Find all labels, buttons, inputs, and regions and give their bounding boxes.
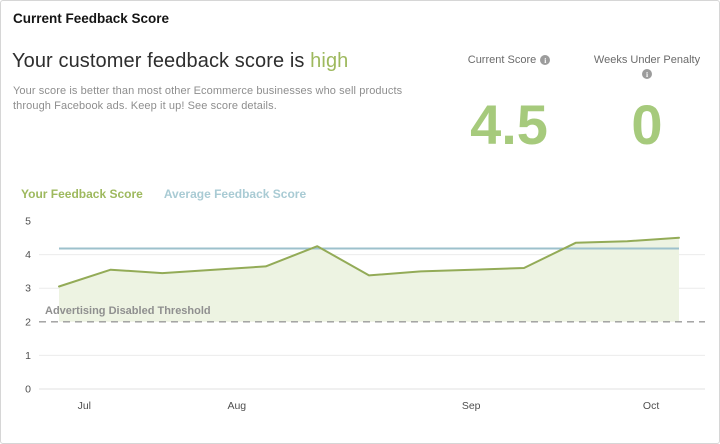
y-axis-tick-1: 1 bbox=[25, 350, 31, 362]
score-status-value: high bbox=[310, 50, 349, 72]
legend-average-feedback-score[interactable]: Average Feedback Score bbox=[163, 187, 307, 201]
feedback-score-chart[interactable]: Advertising Disabled Threshold 5 4 3 2 1 0 Jul A… bbox=[1, 211, 719, 443]
x-axis-label-jul: Jul bbox=[78, 400, 91, 412]
x-axis-label-aug: Aug bbox=[227, 400, 246, 412]
chart-canvas: Advertising Disabled Threshold 5 4 3 2 1 0 Jul A… bbox=[25, 216, 705, 412]
page-title: Current Feedback Score bbox=[13, 11, 170, 26]
weeks-under-penalty-value: 0 bbox=[631, 93, 663, 156]
your-score-line[interactable] bbox=[58, 236, 680, 288]
y-axis-tick-2: 2 bbox=[25, 316, 31, 328]
weeks-under-penalty-label: Weeks Under Penalty bbox=[593, 54, 701, 66]
y-axis-tick-3: 3 bbox=[25, 283, 31, 295]
info-icon[interactable]: i bbox=[540, 55, 551, 65]
x-axis-label-oct: Oct bbox=[643, 400, 659, 412]
y-axis-tick-0: 0 bbox=[25, 384, 31, 396]
legend-your-feedback-score[interactable]: Your Feedback Score bbox=[21, 187, 143, 201]
score-description: Your score is better than most other Eco… bbox=[13, 84, 411, 113]
current-score-stat: Current Score i 4.5 bbox=[449, 54, 569, 153]
info-icon[interactable]: i bbox=[642, 69, 652, 79]
current-score-label: Current Score bbox=[467, 54, 537, 66]
y-axis-tick-5: 5 bbox=[25, 216, 31, 228]
weeks-under-penalty-stat: Weeks Under Penalty i 0 bbox=[585, 54, 709, 153]
your-score-area bbox=[59, 237, 679, 322]
score-description-text: Your score is better than most other Eco… bbox=[13, 85, 403, 112]
current-score-value: 4.5 bbox=[470, 93, 548, 156]
threshold-label: Advertising Disabled Threshold bbox=[45, 305, 211, 317]
see-score-details-link[interactable]: See score details. bbox=[187, 99, 277, 112]
score-headline-text: Your customer feedback score is bbox=[12, 50, 311, 72]
x-axis-label-sep: Sep bbox=[462, 400, 481, 412]
chart-legend: Your Feedback Score Average Feedback Sco… bbox=[21, 187, 306, 201]
y-axis-tick-4: 4 bbox=[25, 249, 31, 261]
score-headline: Your customer feedback score is high bbox=[12, 50, 348, 73]
